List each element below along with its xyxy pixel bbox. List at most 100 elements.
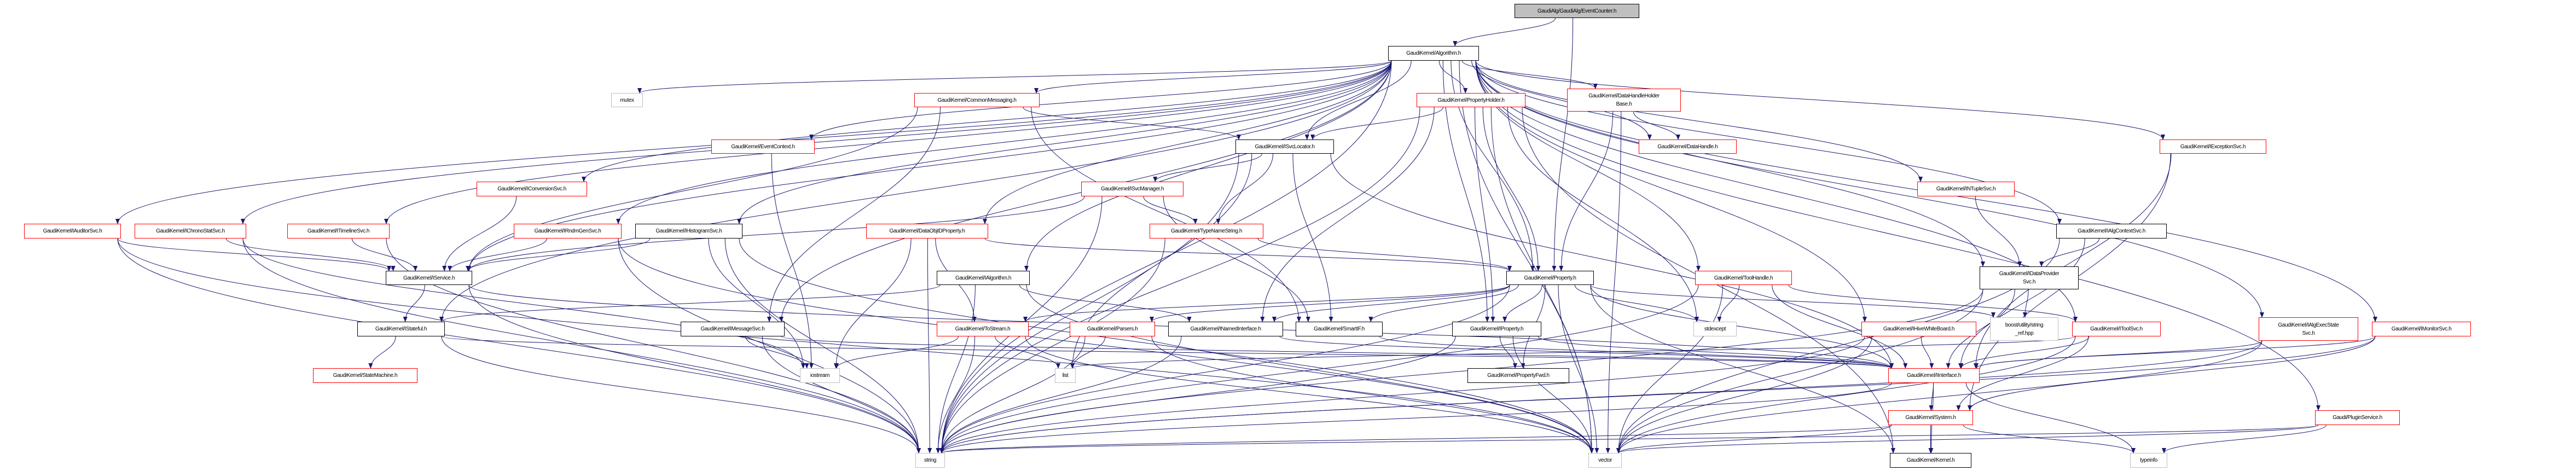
- edge-typenamestring-to-property: [1257, 238, 1512, 271]
- node-system[interactable]: GaudiKernel/System.h: [1888, 410, 1973, 425]
- edge-algorithm-to-isvclocator: [1304, 60, 1412, 140]
- edge-dataobjidproperty-to-property: [984, 238, 1512, 271]
- edge-irndmgensvc-to-iservice: [448, 238, 547, 271]
- edge-tostream-to-vector: [1025, 336, 1594, 453]
- edge-imessagesvc-to-iinterface: [781, 336, 1894, 369]
- edge-ialgcontextsvc-to-iinterface: [1958, 238, 2085, 369]
- edge-property-to-inamedinterface: [1272, 284, 1510, 322]
- node-typeinfo: typeinfo: [2130, 453, 2167, 468]
- node-statemachine[interactable]: GaudiKernel/StateMachine.h: [313, 368, 417, 383]
- edge-iproperty-to-iinterface: [1538, 336, 1894, 369]
- node-imessagesvc[interactable]: GaudiKernel/IMessageSvc.h: [681, 322, 785, 336]
- node-idataprovidersvc[interactable]: GaudiKernel/IDataProvider Svc.h: [1980, 266, 2079, 289]
- node-datahandleholderbase[interactable]: GaudiKernel/DataHandleHolder Base.h: [1567, 89, 1681, 112]
- edge-eventcounter-to-algorithm: [1453, 18, 1556, 46]
- node-iconversionsvc[interactable]: GaudiKernel/IConversionSvc.h: [477, 182, 587, 196]
- node-property[interactable]: GaudiKernel/Property.h: [1506, 271, 1594, 285]
- node-ialgorithm[interactable]: GaudiKernel/IAlgorithm.h: [937, 271, 1030, 285]
- edge-algorithm-to-commonmessaging: [1034, 60, 1392, 94]
- edge-algorithm-to-iservice: [467, 60, 1392, 271]
- edge-property-to-smartif: [1368, 284, 1519, 322]
- edge-iauditorsvc-to-string: [117, 238, 921, 453]
- node-stringref: boost/utility/string _ref.hpp: [1990, 317, 2058, 341]
- node-propertyfwd[interactable]: GaudiKernel/PropertyFwd.h: [1467, 368, 1569, 383]
- node-commonmessaging[interactable]: GaudiKernel/CommonMessaging.h: [914, 93, 1040, 107]
- edge-property-to-iinterface: [1590, 284, 1894, 369]
- node-mutex: mutex: [611, 93, 643, 107]
- node-iproperty[interactable]: GaudiKernel/IProperty.h: [1452, 322, 1541, 336]
- edge-parsers-to-string: [939, 336, 1086, 453]
- edge-imonitorsvc-to-string: [939, 336, 2376, 453]
- edge-itoolsvc-to-iinterface: [1959, 336, 2090, 369]
- edge-property-to-kernel: [1590, 284, 1895, 453]
- edge-iproperty-to-propertyfwd: [1499, 336, 1518, 369]
- node-isvclocator[interactable]: GaudiKernel/ISvcLocator.h: [1235, 139, 1334, 154]
- node-itimelinesvc[interactable]: GaudiKernel/ITimelineSvc.h: [287, 224, 390, 239]
- edge-iinterface-to-typeinfo: [1965, 382, 2136, 453]
- edge-iconversionsvc-to-iservice: [442, 196, 517, 271]
- edge-parsers-to-vector: [1151, 336, 1594, 453]
- edge-iservice-to-string: [468, 284, 921, 453]
- edge-algorithm-to-mutex: [637, 60, 1392, 94]
- edge-itoolsvc-to-list: [1070, 336, 2076, 369]
- node-typenamestring[interactable]: GaudiKernel/TypeNameString.h: [1150, 224, 1263, 239]
- edge-eventcounter-to-property: [1552, 18, 1574, 271]
- node-tostream[interactable]: GaudiKernel/ToStream.h: [937, 322, 1029, 336]
- node-imonitorsvc[interactable]: GaudiKernel/IMonitorSvc.h: [2372, 322, 2471, 336]
- edge-iexceptionsvc-to-iinterface: [1974, 153, 2172, 369]
- node-algorithm[interactable]: GaudiKernel/Algorithm.h: [1388, 46, 1479, 61]
- node-smartif[interactable]: GaudiKernel/SmartIF.h: [1296, 322, 1383, 336]
- edge-itoolsvc-to-vector: [1616, 336, 2076, 453]
- edge-ichronostatsvc-to-iostream: [242, 238, 805, 369]
- edge-ialgorithm-to-vector: [1026, 284, 1594, 453]
- edge-isvclocator-to-isvcmanager: [1153, 153, 1262, 182]
- node-irndmgensvc[interactable]: GaudiKernel/IRndmGenSvc.h: [514, 224, 622, 239]
- node-propertyholder[interactable]: GaudiKernel/PropertyHolder.h: [1417, 93, 1525, 107]
- edge-ihivewhiteboard-to-vector: [1616, 336, 1872, 453]
- node-eventcontext[interactable]: GaudiKernel/EventContext.h: [711, 139, 815, 154]
- edge-imonitorsvc-to-system: [1968, 336, 2376, 411]
- edge-algorithm-to-itimelinesvc: [384, 60, 1392, 224]
- edge-imessagesvc-to-iostream: [745, 336, 809, 369]
- node-iexceptionsvc[interactable]: GaudiKernel/IExceptionSvc.h: [2160, 139, 2266, 154]
- node-ialgcontextsvc[interactable]: GaudiKernel/IAlgContextSvc.h: [2056, 224, 2167, 239]
- edge-itimelinesvc-to-iservice: [351, 238, 418, 271]
- edge-tostream-to-string: [936, 336, 976, 453]
- edge-inamedinterface-to-string: [939, 336, 1182, 453]
- edge-dataobjidproperty-to-string: [927, 238, 932, 453]
- node-iinterface[interactable]: GaudiKernel/IInterface.h: [1888, 368, 1980, 383]
- edge-iservice-to-istateful: [403, 284, 425, 322]
- node-intuplesvc[interactable]: GaudiKernel/INTupleSvc.h: [1917, 182, 2015, 196]
- edge-algorithm-to-eventcontext: [809, 60, 1392, 140]
- edge-algorithm-to-iconversionsvc: [582, 60, 1392, 182]
- edge-ihistogramsvc-to-iostream: [708, 238, 805, 369]
- node-datahandle[interactable]: GaudiKernel/DataHandle.h: [1639, 139, 1737, 154]
- edge-datahandleholderbase-to-datahandle: [1633, 111, 1680, 140]
- node-ihistogramsvc[interactable]: GaudiKernel/IHistogramSvc.h: [635, 224, 742, 239]
- node-istateful[interactable]: GaudiKernel/IStateful.h: [357, 322, 445, 336]
- node-iservice[interactable]: GaudiKernel/IService.h: [386, 271, 472, 285]
- node-ialgexecstatesvc[interactable]: GaudiKernel/IAlgExecState Svc.h: [2259, 317, 2358, 341]
- node-parsers[interactable]: GaudiKernel/Parsers.h: [1070, 322, 1155, 336]
- node-itoolsvc[interactable]: GaudiKernel/IToolSvc.h: [2072, 322, 2161, 336]
- edge-intuplesvc-to-idataprovidersvc: [1975, 196, 2022, 267]
- node-pluginservice[interactable]: Gaudi/PluginService.h: [2315, 410, 2400, 425]
- node-ihivewhiteboard[interactable]: GaudiKernel/IHiveWhiteBoard.h: [1861, 322, 1976, 336]
- edge-ichronostatsvc-to-string: [242, 238, 921, 453]
- edge-idataprovidersvc-to-string: [939, 289, 1983, 453]
- node-inamedinterface[interactable]: GaudiKernel/INamedInterface.h: [1168, 322, 1283, 336]
- edge-algorithm-to-dataobjidproperty: [983, 60, 1392, 224]
- node-iauditorsvc[interactable]: GaudiKernel/IAuditorSvc.h: [24, 224, 121, 239]
- node-toolhandle[interactable]: GaudiKernel/ToolHandle.h: [1695, 271, 1792, 285]
- edge-propertyholder-to-inamedinterface: [1260, 107, 1435, 322]
- node-string: string: [915, 453, 945, 468]
- node-ichronostatsvc[interactable]: GaudiKernel/IChronoStatSvc.h: [135, 224, 246, 239]
- edge-ihistogramsvc-to-iservice: [466, 238, 651, 271]
- edge-propertyholder-to-isvclocator: [1310, 107, 1443, 140]
- edge-tostream-to-iostream: [834, 336, 959, 369]
- node-kernel[interactable]: GaudiKernel/Kernel.h: [1890, 453, 1971, 468]
- node-isvcmanager[interactable]: GaudiKernel/ISvcManager.h: [1081, 182, 1183, 196]
- edge-eventcontext-to-iostream: [771, 153, 814, 369]
- edge-algorithm-to-intuplesvc: [1475, 60, 1923, 182]
- node-dataobjidproperty[interactable]: GaudiKernel/DataObjIDProperty.h: [866, 224, 988, 239]
